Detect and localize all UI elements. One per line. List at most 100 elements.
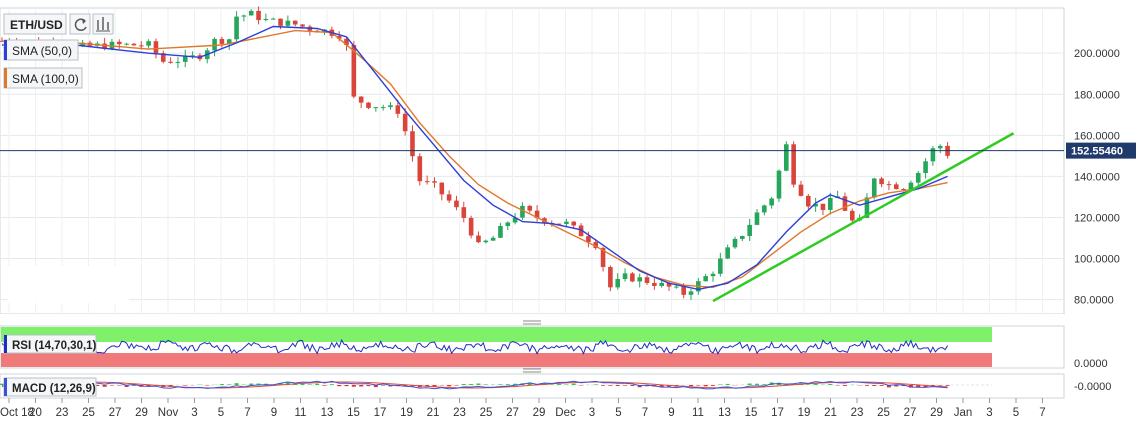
- refresh-icon[interactable]: [70, 14, 90, 34]
- candle-body: [447, 194, 452, 200]
- candle-body: [498, 226, 503, 238]
- x-tick-label: 7: [244, 407, 250, 419]
- candle-body: [645, 277, 650, 283]
- candle-body: [806, 196, 811, 207]
- legend-sma100[interactable]: SMA (100,0): [4, 68, 82, 88]
- x-tick-label: 23: [851, 407, 864, 419]
- x-tick-label: 27: [506, 407, 519, 419]
- x-tick-label: 25: [82, 407, 95, 419]
- macd-histogram-bar: [828, 384, 832, 385]
- x-tick-label: 21: [824, 407, 837, 419]
- legend-sma50[interactable]: SMA (50,0): [4, 40, 78, 60]
- macd-histogram-bar: [308, 384, 312, 385]
- candle-body: [769, 199, 774, 206]
- macd-histogram-bar: [476, 384, 480, 385]
- macd-histogram-bar: [367, 385, 371, 386]
- candle-body: [396, 105, 401, 114]
- x-tick-label: 19: [798, 407, 811, 419]
- macd-histogram-bar: [345, 385, 349, 386]
- macd-histogram-bar: [249, 384, 253, 385]
- candle-body: [139, 45, 144, 46]
- macd-histogram-bar: [183, 385, 187, 386]
- macd-histogram-bar: [601, 385, 605, 386]
- legend-sma50-label: SMA (50,0): [12, 44, 72, 58]
- candle-body: [637, 277, 642, 281]
- candle-body: [711, 274, 716, 276]
- candle-body: [403, 114, 408, 131]
- candle-body: [828, 198, 833, 210]
- candle-body: [278, 19, 283, 26]
- candle-body: [740, 236, 745, 239]
- candle-body: [762, 205, 767, 212]
- x-tick-label: 25: [877, 407, 890, 419]
- candle-body: [689, 291, 694, 294]
- y-tick-label: 80.0000: [1074, 295, 1114, 307]
- macd-histogram-bar: [484, 384, 488, 385]
- macd-histogram-bar: [630, 385, 634, 386]
- macd-histogram-bar: [704, 385, 708, 386]
- macd-histogram-bar: [103, 385, 107, 387]
- x-tick-label: 20: [29, 407, 42, 419]
- candle-body: [491, 238, 496, 241]
- legend-rsi[interactable]: RSI (14,70,30,1): [4, 335, 97, 353]
- macd-tick-label: -0.0000: [1074, 381, 1111, 393]
- macd-histogram-bar: [315, 384, 319, 385]
- bar-chart-icon[interactable]: [93, 14, 113, 34]
- candle-body: [850, 211, 855, 221]
- rsi-oversold-band: [1, 353, 992, 367]
- x-tick-label: 29: [533, 407, 546, 419]
- pane-resize-handle-macd[interactable]: [523, 369, 541, 372]
- x-tick-label: 3: [191, 407, 197, 419]
- macd-histogram-bar: [337, 385, 341, 386]
- candle-body: [242, 15, 247, 16]
- price-axis: 80.0000100.0000120.0000140.0000160.00001…: [1074, 48, 1120, 306]
- candle-body: [615, 279, 620, 287]
- y-tick-label: 140.0000: [1074, 171, 1120, 183]
- macd-histogram-bar: [359, 385, 363, 386]
- x-tick-label: Dec: [555, 407, 576, 419]
- x-tick-label: Nov: [158, 407, 179, 419]
- x-tick-label: Jan: [954, 407, 973, 419]
- candle-body: [440, 183, 445, 195]
- x-tick-label: 7: [642, 407, 648, 419]
- macd-histogram-bar: [506, 384, 510, 385]
- symbol-label[interactable]: ETH/USD: [10, 18, 63, 32]
- candle-body: [652, 283, 657, 286]
- macd-histogram-bar: [323, 385, 327, 386]
- candle-body: [271, 19, 276, 20]
- candle-body: [388, 105, 393, 107]
- macd-histogram-bar: [711, 385, 715, 386]
- candle-body: [659, 283, 664, 286]
- candle-body: [718, 259, 723, 274]
- macd-histogram-bar: [352, 385, 356, 387]
- candle-body: [527, 206, 532, 211]
- macd-histogram-bar: [381, 385, 385, 386]
- macd-histogram-bar: [235, 383, 239, 385]
- candle-body: [784, 144, 789, 170]
- candle-body: [725, 247, 730, 258]
- macd-histogram-bar: [689, 385, 693, 386]
- legend-macd[interactable]: MACD (12,26,9): [4, 378, 96, 396]
- candle-body: [799, 185, 804, 196]
- macd-histogram-bar: [447, 385, 451, 386]
- candle-body: [674, 287, 679, 288]
- x-tick-label: 9: [668, 407, 674, 419]
- legend-sma100-label: SMA (100,0): [12, 72, 79, 86]
- x-tick-label: 21: [427, 407, 440, 419]
- macd-histogram-bar: [865, 385, 869, 386]
- macd-histogram-bar: [616, 385, 620, 386]
- legend-macd-label: MACD (12,26,9): [12, 383, 96, 395]
- macd-histogram-bar: [946, 385, 950, 386]
- x-tick-label: 5: [1013, 407, 1019, 419]
- macd-histogram-bar: [557, 384, 561, 385]
- candle-body: [872, 178, 877, 197]
- candle-body: [623, 273, 628, 279]
- macd-histogram-bar: [220, 384, 224, 385]
- candle-body: [476, 236, 481, 243]
- macd-histogram-bar: [748, 384, 752, 385]
- x-tick-label: 7: [1039, 407, 1045, 419]
- candle-body: [300, 24, 305, 26]
